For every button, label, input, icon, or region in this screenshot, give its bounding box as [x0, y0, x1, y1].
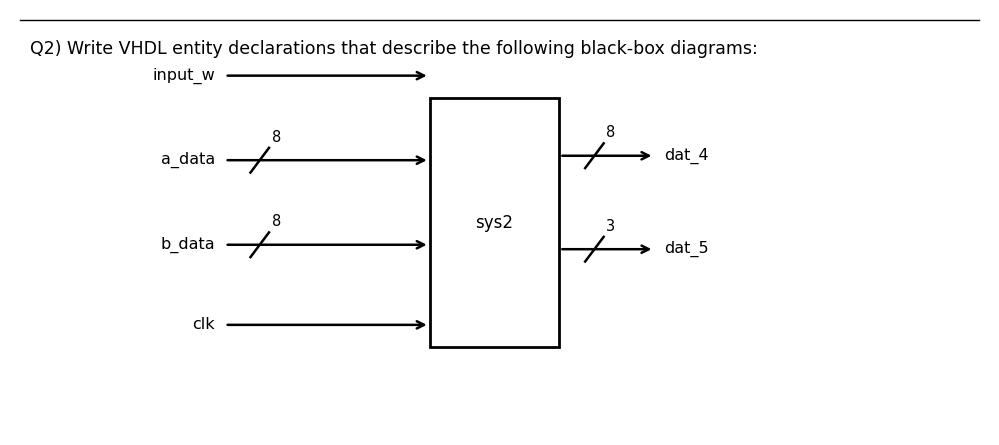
Text: 8: 8	[606, 125, 615, 140]
Text: input_w: input_w	[152, 68, 215, 84]
Bar	[430, 98, 559, 347]
Text: a_data: a_data	[161, 152, 215, 168]
Text: clk: clk	[192, 317, 215, 332]
Text: 3: 3	[606, 218, 615, 234]
Text: 8: 8	[272, 129, 281, 145]
Text: Q2) Write VHDL entity declarations that describe the following black-box diagram: Q2) Write VHDL entity declarations that …	[30, 40, 757, 58]
Text: 8: 8	[272, 214, 281, 229]
Text: b_data: b_data	[160, 237, 215, 253]
Text: sys2: sys2	[476, 214, 513, 231]
Text: dat_4: dat_4	[664, 148, 709, 164]
Text: dat_5: dat_5	[664, 241, 709, 257]
